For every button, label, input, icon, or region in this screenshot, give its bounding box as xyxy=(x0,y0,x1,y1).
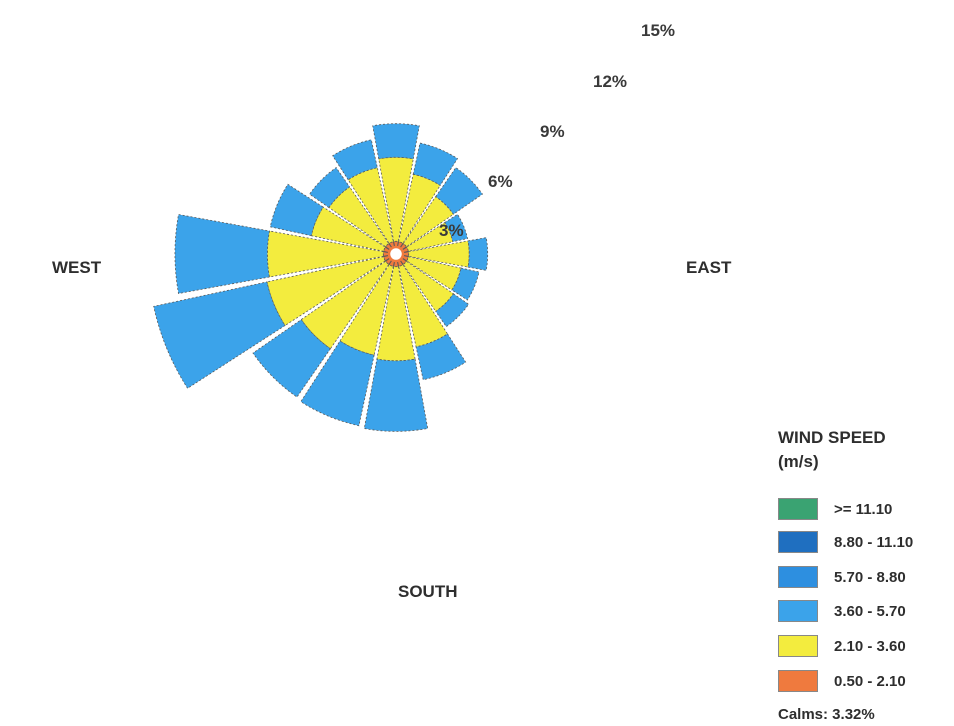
legend-swatch xyxy=(778,566,818,588)
compass-label-east: EAST xyxy=(686,258,732,277)
legend-title: WIND SPEED xyxy=(778,428,886,447)
petal-180-bin-2 xyxy=(363,358,429,432)
legend-swatch xyxy=(778,635,818,657)
petal-292.5-bin-2 xyxy=(269,183,324,237)
compass-label-west: WEST xyxy=(52,258,102,277)
petal-225-bin-1 xyxy=(300,260,390,350)
legend-label: 5.70 - 8.80 xyxy=(834,568,906,586)
legend-swatch xyxy=(778,670,818,692)
ring-label-12: 12% xyxy=(593,72,627,91)
petal-202.5-bin-1 xyxy=(339,264,394,356)
legend-item-5-70-8-80: 5.70 - 8.80 xyxy=(778,565,906,589)
calms-label: Calms: 3.32% xyxy=(778,706,875,723)
petal-157.5-bin-2 xyxy=(415,333,467,381)
petal-22.5-bin-1 xyxy=(398,173,441,244)
legend-unit: (m/s) xyxy=(778,452,819,471)
legend-item-0-50-2-10: 0.50 - 2.10 xyxy=(778,669,906,693)
petal-90-bin-1 xyxy=(408,240,470,268)
legend-item-ge-11-10: >= 11.10 xyxy=(778,497,892,521)
calm-circle xyxy=(387,245,405,263)
petal-22.5-bin-2 xyxy=(412,142,459,186)
wind-rose-petals xyxy=(153,123,489,432)
legend-item-8-80-11-10: 8.80 - 11.10 xyxy=(778,530,913,554)
petal-45-bin-2 xyxy=(435,167,483,215)
legend-label: 3.60 - 5.70 xyxy=(834,602,906,620)
legend-item-2-10-3-60: 2.10 - 3.60 xyxy=(778,634,906,658)
ring-label-15: 15% xyxy=(641,21,675,40)
petal-202.5-bin-2 xyxy=(300,340,375,427)
legend-label: 0.50 - 2.10 xyxy=(834,672,906,690)
petal-112.5-bin-1 xyxy=(406,256,462,291)
petal-0-bin-2 xyxy=(372,123,420,160)
legend-label: 8.80 - 11.10 xyxy=(834,533,914,551)
petal-112.5-bin-2 xyxy=(451,267,480,301)
petal-247.5-bin-1 xyxy=(266,256,386,327)
petal-270-bin-2 xyxy=(174,214,270,294)
petal-315-bin-1 xyxy=(328,186,390,248)
compass-label-south: SOUTH xyxy=(398,582,458,601)
petal-45-bin-1 xyxy=(402,196,454,248)
petal-247.5-bin-2 xyxy=(153,281,286,389)
petal-67.5-bin-2 xyxy=(444,213,469,243)
ring-label-3: 3% xyxy=(439,221,464,240)
petal-337.5-bin-2 xyxy=(332,139,378,181)
petal-67.5-bin-1 xyxy=(406,221,454,252)
petal-0-bin-1 xyxy=(378,156,414,242)
calm-ring xyxy=(387,245,405,263)
ring-label-6: 6% xyxy=(488,172,513,191)
petal-225-bin-2 xyxy=(252,319,331,398)
petal-315-bin-2 xyxy=(309,167,351,209)
legend-swatch xyxy=(778,498,818,520)
petal-337.5-bin-1 xyxy=(347,167,394,244)
ring-label-9: 9% xyxy=(540,122,565,141)
petal-90-bin-2 xyxy=(467,237,489,271)
petal-135-bin-2 xyxy=(435,293,470,328)
legend-swatch xyxy=(778,600,818,622)
petal-135-bin-1 xyxy=(402,260,454,312)
legend-swatch xyxy=(778,531,818,553)
legend-item-3-60-5-70: 3.60 - 5.70 xyxy=(778,599,906,623)
legend-label: 2.10 - 3.60 xyxy=(834,637,906,655)
legend-label: >= 11.10 xyxy=(834,500,893,518)
